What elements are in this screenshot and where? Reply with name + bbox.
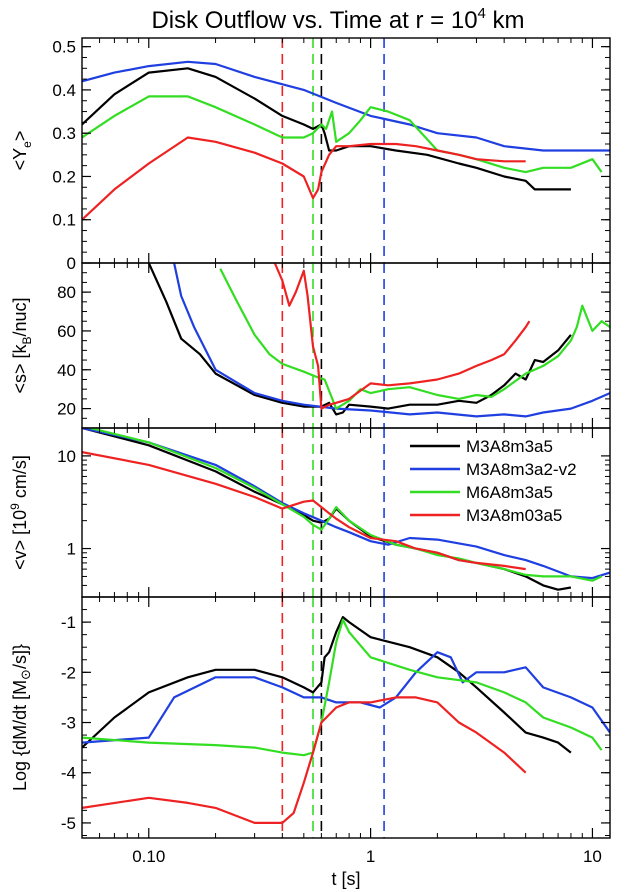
y-tick-label: 0.5: [52, 38, 76, 57]
x-tick-label: 0.10: [132, 847, 165, 866]
y-axis-label-main: <v> [10: [10, 510, 30, 570]
panel-s: 20 40 60 80 <s> [kB/nuc]: [10, 262, 611, 429]
series-line: [82, 616, 572, 754]
series-line: [82, 60, 610, 152]
y-tick-label: 20: [57, 400, 76, 419]
y-axis-label-sub: B: [20, 336, 34, 344]
x-tick-label: 10: [583, 847, 602, 866]
y-tick-label: 0.2: [52, 167, 76, 186]
series-line: [82, 618, 603, 757]
y-tick-label: 0.1: [52, 211, 76, 230]
y-axis-label-tail: /nuc]: [10, 297, 30, 336]
x-axis: 0.10 1 10 t [s]: [132, 847, 602, 889]
panel-mdot: -5 -4 -3 -2 -1 Log {dM/dt [M⊙/s]}: [10, 596, 611, 839]
series-line: [82, 136, 526, 221]
legend-label: M3A8m3a5: [466, 437, 553, 456]
legend-label: M3A8m03a5: [466, 506, 562, 525]
series-line: [173, 263, 610, 418]
series-line: [85, 428, 603, 582]
legend-label: M3A8m3a2-v2: [466, 460, 577, 479]
y-tick-label: -2: [61, 663, 76, 682]
y-axis-label-symbol: ⊙: [18, 669, 33, 680]
legend-label: M6A8m3a5: [466, 483, 553, 502]
y-tick-label: 60: [57, 322, 76, 341]
y-tick-label: -3: [61, 714, 76, 733]
y-tick-label: 0.4: [52, 81, 76, 100]
y-axis-label-sub: e: [20, 141, 34, 148]
panel-ye: 0 0.1 0.2 0.3 0.4 0.5 <Ye>: [10, 37, 611, 273]
y-axis-label: <s> [kB/nuc]: [10, 297, 34, 393]
y-tick-label: -5: [61, 814, 76, 833]
series-line: [82, 67, 571, 191]
y-axis-label-main: <Y: [10, 148, 30, 171]
series-group: [82, 428, 610, 591]
y-axis-label-tail: cm/s]: [10, 455, 30, 503]
y-axis-label-tail: >: [10, 131, 30, 142]
y-axis-label: <Ye>: [10, 131, 34, 171]
series-line: [147, 263, 572, 416]
y-axis-label-main: <s> [k: [10, 344, 30, 394]
y-axis-label-main: Log {dM/dt [M: [10, 680, 30, 791]
y-axis-label-tail: /s]}: [10, 644, 30, 669]
y-axis-label: Log {dM/dt [M⊙/s]}: [10, 644, 33, 791]
series-group: [82, 616, 610, 824]
series-group: [82, 60, 610, 221]
series-line: [219, 268, 610, 410]
series-group: [147, 263, 610, 418]
x-tick-label: 1: [366, 847, 375, 866]
y-tick-label: 40: [57, 361, 76, 380]
y-tick-label: 1: [67, 540, 76, 559]
chart-title-superscript: 4: [478, 5, 486, 22]
legend: M3A8m3a5 M3A8m3a2-v2 M6A8m3a5 M3A8m03a5: [410, 437, 577, 525]
y-tick-label: -1: [61, 613, 76, 632]
y-tick-label: 80: [57, 283, 76, 302]
series-line: [82, 428, 610, 580]
series-line: [82, 651, 610, 744]
series-line: [82, 95, 603, 174]
series-line: [82, 696, 527, 824]
y-axis-label-sup: 9: [8, 503, 22, 510]
y-axis-label: <v> [109 cm/s]: [8, 455, 30, 570]
y-tick-label: 0.3: [52, 124, 76, 143]
series-line: [82, 451, 526, 571]
series-line: [273, 263, 531, 410]
chart-title: Disk Outflow vs. Time at r = 104 km: [151, 5, 524, 34]
y-tick-label: -4: [61, 764, 76, 783]
panel-v: 1 10 <v> [109 cm/s]: [8, 427, 611, 598]
x-axis-label: t [s]: [331, 869, 360, 889]
panel-frame: [81, 596, 611, 839]
y-tick-label: 10: [57, 447, 76, 466]
y-tick-label: 0: [67, 254, 76, 273]
